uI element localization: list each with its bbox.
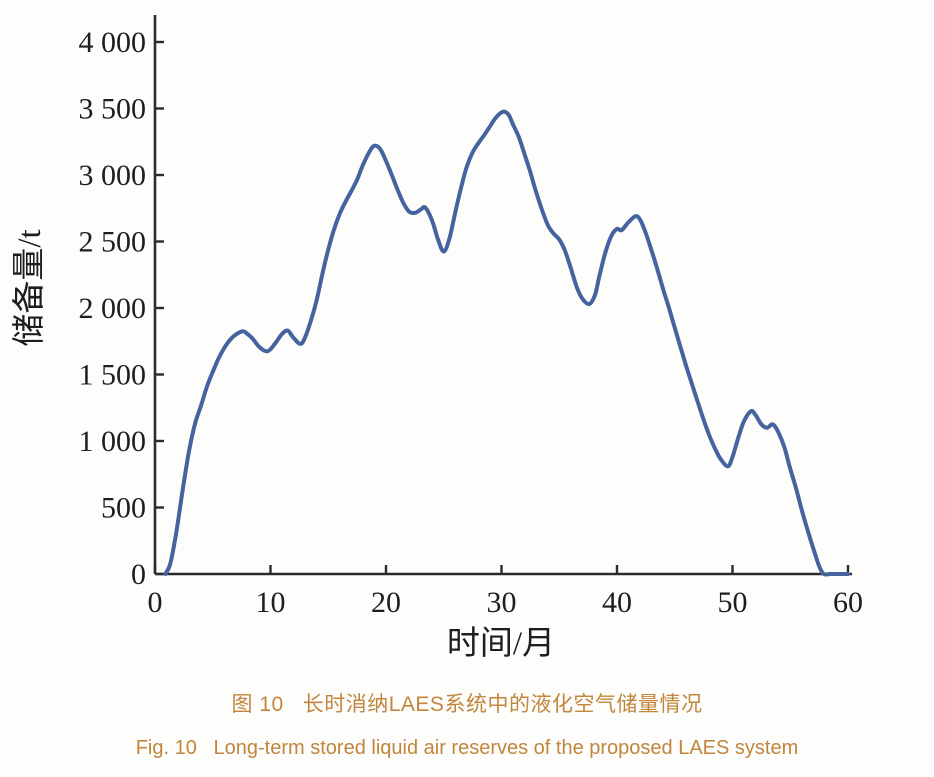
x-tick-label: 40: [602, 586, 632, 619]
y-tick-label: 2 000: [79, 292, 147, 325]
y-tick-label: 1 500: [79, 359, 147, 392]
y-axis-title: 储备量/t: [11, 229, 48, 346]
x-tick-label: 20: [371, 586, 401, 619]
tick-labels: 0 10 20 30 40 50 60 0 500 1 000 1 500 2 000 2 500 3 0…: [79, 26, 864, 619]
axes: [153, 15, 852, 576]
y-tick-label: 3 000: [79, 159, 147, 192]
y-tick-label: 500: [101, 492, 146, 525]
y-tick-label: 2 500: [79, 226, 147, 259]
caption-en: Fig. 10 Long-term stored liquid air rese…: [135, 737, 799, 759]
reserve-curve: [163, 109, 850, 577]
y-tick-label: 0: [131, 558, 146, 591]
tick-marks: [153, 40, 850, 576]
reserves-line-chart: 0 10 20 30 40 50 60 0 500 1 000 1 500 2 000 2 500 3 0…: [11, 15, 864, 662]
x-tick-label: 50: [718, 586, 748, 619]
caption-zh: 图 10 长时消纳LAES系统中的液化空气储量情况: [231, 693, 703, 716]
x-axis-title: 时间/月: [447, 626, 555, 662]
x-tick-label: 0: [148, 586, 163, 619]
x-tick-label: 30: [487, 586, 517, 619]
x-tick-label: 60: [833, 586, 863, 619]
y-tick-label: 1 000: [79, 425, 147, 458]
y-tick-label: 4 000: [79, 26, 147, 59]
y-tick-label: 3 500: [79, 93, 147, 126]
x-tick-label: 10: [256, 586, 286, 619]
